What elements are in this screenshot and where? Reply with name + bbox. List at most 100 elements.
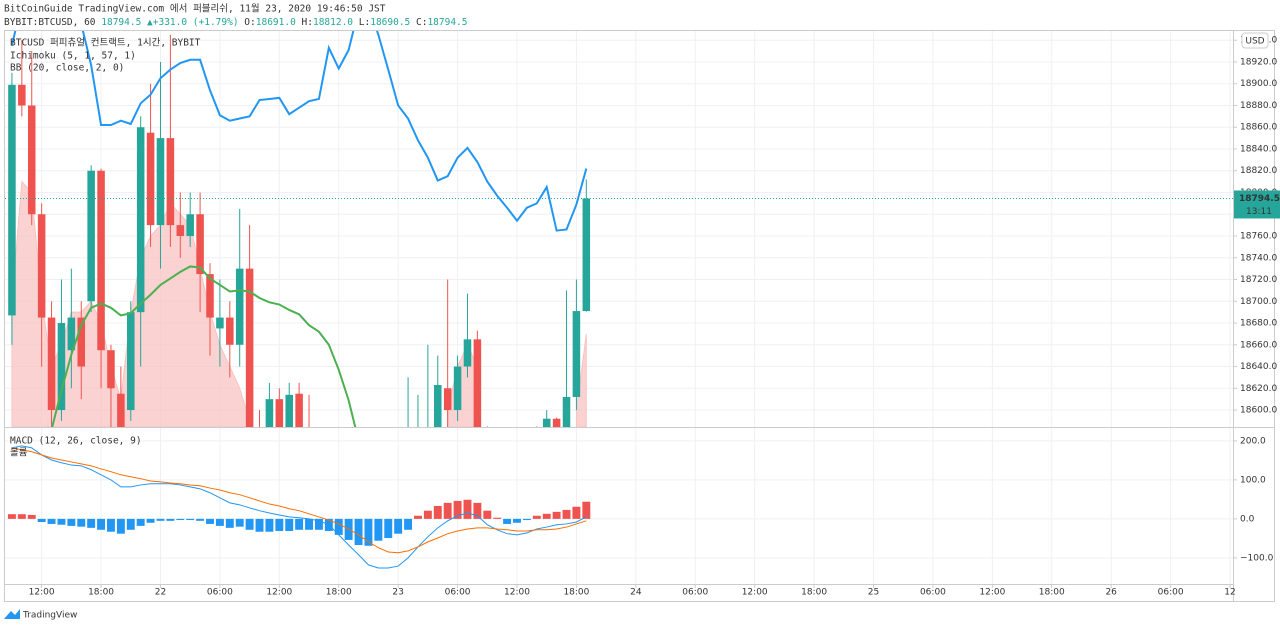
x-tick-label: 18:00	[563, 588, 589, 598]
y-tick-label: 18760.0	[1240, 232, 1277, 242]
y-tick-label: 200.0	[1240, 436, 1266, 446]
y-tick-label: −100.0	[1240, 553, 1274, 563]
candle-body	[493, 459, 501, 475]
histogram-bar	[235, 518, 244, 527]
ohlc-value: 18690.5	[370, 17, 410, 28]
candle-body	[176, 225, 185, 237]
candle-body	[533, 437, 541, 453]
legend-title: BTCUSD 퍼피츄얼 컨트랙트, 1시간, BYBIT	[10, 38, 201, 49]
last-price-tag	[1234, 190, 1280, 219]
histogram-bar	[493, 517, 502, 519]
histogram-bar	[47, 518, 56, 524]
x-tick-label: 18:00	[1039, 588, 1065, 598]
candle-body	[245, 268, 254, 427]
candle-body	[97, 170, 105, 351]
ohlc-value: 18691.0	[256, 17, 296, 28]
line	[11, 445, 587, 569]
ohlc-label: L:	[359, 17, 370, 28]
x-tick-label: 12:00	[742, 588, 768, 598]
histogram-bar	[503, 518, 512, 524]
histogram-bar	[27, 514, 36, 519]
candle-body	[473, 339, 482, 427]
histogram-bar	[245, 518, 254, 530]
axes: 12:00 18:00 22 06:00 12:00 18:00 23 06:00 12:00 1…	[29, 36, 1278, 598]
histogram-bar	[255, 518, 264, 532]
histogram-bar	[354, 518, 363, 545]
symbol: BYBIT:BTCUSD, 60	[4, 17, 96, 28]
candle-body	[37, 214, 46, 318]
y-tick-label: 18840.0	[1240, 144, 1277, 154]
candle-body	[265, 399, 274, 427]
histogram-bar	[196, 518, 205, 521]
histogram-bar	[463, 499, 472, 519]
y-tick-label: 18860.0	[1240, 123, 1277, 133]
x-tick-label: 06:00	[920, 588, 946, 598]
last: 18794.5	[101, 17, 141, 28]
legend-item: Ichimoku (5, 1, 57, 1)	[10, 51, 136, 62]
histogram-bar	[443, 502, 452, 519]
x-tick-label: 24	[630, 588, 642, 598]
histogram-bar	[146, 518, 155, 523]
candle-body	[216, 317, 224, 329]
histogram-bar	[265, 518, 274, 532]
histogram-bar	[7, 514, 16, 519]
y-tick-label: 18900.0	[1240, 79, 1277, 89]
ohlc-value: 18812.0	[313, 17, 353, 28]
histogram-bar	[453, 500, 462, 519]
histogram-bar	[483, 510, 492, 519]
candle-body	[315, 454, 323, 476]
legend-title: MACD (12, 26, close, 9)	[10, 436, 142, 447]
x-tick-label: 06:00	[1158, 588, 1184, 598]
x-tick-label: 18:00	[88, 588, 114, 598]
candle-body	[166, 138, 175, 226]
histogram-bar	[57, 518, 66, 525]
logo	[4, 609, 20, 619]
histogram-bar	[136, 518, 145, 526]
histogram-bar	[166, 518, 175, 521]
candle-body	[186, 214, 194, 237]
y-tick-label: 18680.0	[1240, 319, 1277, 329]
histogram-bar	[364, 518, 373, 546]
y-tick-label: 18740.0	[1240, 253, 1277, 263]
histogram-bar	[374, 518, 383, 541]
candle-body	[87, 170, 95, 302]
candle-body	[582, 198, 591, 312]
ohlc-value: 18794.5	[427, 17, 467, 28]
histogram-bar	[116, 518, 125, 534]
candle-body	[404, 470, 412, 497]
histogram-bar	[305, 518, 313, 530]
ohlc-label: H:	[302, 17, 313, 28]
candle-body	[434, 385, 442, 427]
histogram-bar	[423, 510, 432, 519]
histogram-bar	[562, 509, 571, 519]
candle-body	[127, 312, 135, 411]
ohlc-label: O:	[244, 17, 255, 28]
macd-pane	[7, 445, 591, 569]
candle-body	[275, 399, 284, 427]
histogram-bar	[295, 518, 304, 530]
published: BitCoinGuide TradingView.com 에서 퍼블리쉬, 11…	[4, 3, 386, 15]
histogram-bar	[97, 518, 106, 530]
y-tick-label: 18660.0	[1240, 340, 1277, 350]
candle-body	[27, 105, 36, 215]
y-tick-label: 18640.0	[1240, 362, 1277, 372]
candle-body	[57, 323, 66, 411]
brand: TradingView	[22, 611, 77, 621]
candle-body	[414, 454, 422, 470]
currency-button[interactable]	[1241, 32, 1269, 49]
y-tick-label: 0.0	[1240, 514, 1255, 524]
candle-body	[206, 274, 214, 318]
x-tick-label: 25	[868, 588, 879, 598]
currency[interactable]: USD	[1245, 37, 1264, 47]
x-tick-label: 22	[155, 588, 166, 598]
line	[10, 30, 588, 232]
histogram-bar	[77, 518, 86, 527]
x-tick-label: 06:00	[207, 588, 233, 598]
histogram-bar	[206, 518, 214, 524]
candle-body	[365, 573, 373, 584]
histogram-bar	[107, 518, 115, 532]
histogram-bar	[275, 518, 284, 531]
y-tick-label: 18820.0	[1240, 166, 1277, 176]
candle-body	[156, 138, 165, 226]
